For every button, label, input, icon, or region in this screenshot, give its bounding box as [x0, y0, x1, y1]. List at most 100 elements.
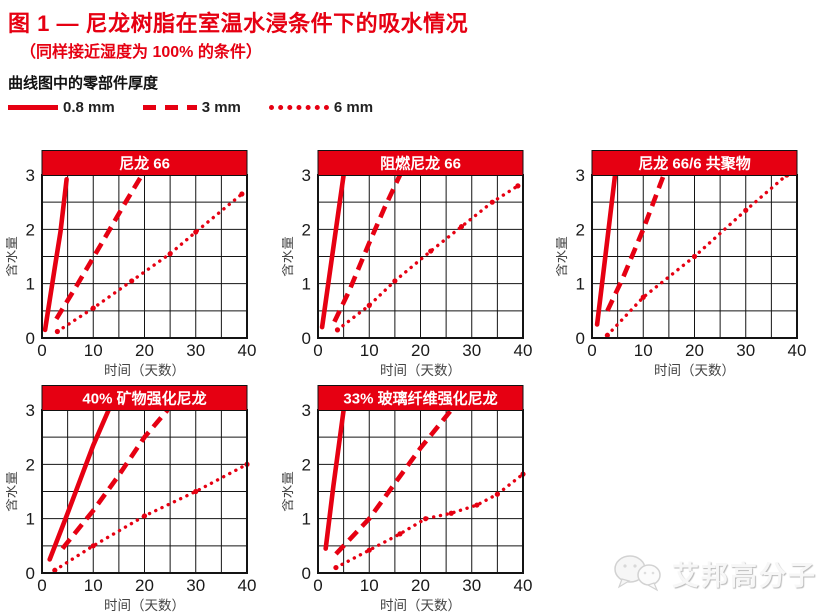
chart-panel: 阻燃尼龙 66 0 1 2 3 0 10 20 30 40 时间（天数） 含水量 [280, 150, 546, 380]
y-tick-label: 2 [302, 455, 311, 474]
y-tick-label: 0 [302, 329, 311, 348]
series-line-solid [47, 407, 111, 562]
x-tick-label: 10 [84, 576, 103, 595]
x-tick-label: 20 [135, 576, 154, 595]
x-tick-label: 40 [238, 341, 257, 360]
figure-title: 图 1 — 尼龙树脂在室温水浸条件下的吸水情况 [8, 11, 469, 36]
dotted-line-sample-icon [268, 104, 329, 110]
x-axis-label: 时间（天数） [104, 598, 185, 613]
dotted-marker [333, 564, 339, 571]
y-tick-label: 2 [576, 220, 585, 239]
x-tick-label: 30 [186, 576, 205, 595]
watermark: 艾邦高分子 [612, 552, 817, 594]
chart-title: 阻燃尼龙 66 [380, 155, 461, 173]
x-tick-label: 20 [685, 341, 704, 360]
dotted-marker [54, 328, 60, 335]
x-tick-label: 40 [514, 341, 533, 360]
x-tick-label: 10 [360, 576, 379, 595]
x-tick-label: 30 [462, 576, 481, 595]
dotted-marker [193, 229, 199, 235]
y-tick-label: 0 [576, 329, 585, 348]
grid-lines [42, 175, 247, 338]
legend-heading: 曲线图中的零部件厚度 [8, 75, 159, 92]
x-tick-label: 0 [37, 576, 46, 595]
x-tick-label: 0 [313, 576, 322, 595]
chart-panel: 33% 玻璃纤维强化尼龙 0 1 2 3 0 10 20 30 40 时间（天数） 含水量 [280, 385, 546, 614]
x-tick-label: 40 [788, 341, 807, 360]
x-tick-label: 10 [360, 341, 379, 360]
legend: 0.8 mm 3 mm 6 mm [8, 96, 401, 118]
y-tick-label: 1 [576, 275, 585, 294]
dotted-marker [366, 547, 372, 553]
y-tick-label: 1 [26, 275, 35, 294]
dotted-marker [474, 502, 480, 508]
solid-line-sample-icon [8, 104, 58, 110]
y-tick-label: 0 [302, 564, 311, 583]
x-tick-label: 10 [84, 341, 103, 360]
dotted-marker [90, 305, 96, 311]
y-tick-label: 3 [302, 166, 311, 185]
dotted-marker [448, 510, 454, 516]
y-axis-label: 含水量 [282, 236, 295, 277]
x-tick-label: 20 [135, 341, 154, 360]
y-tick-label: 0 [26, 329, 35, 348]
dotted-marker [428, 248, 434, 254]
x-axis-label: 时间（天数） [104, 363, 185, 378]
y-axis-label: 含水量 [6, 471, 19, 512]
dotted-marker [239, 191, 245, 197]
y-tick-label: 0 [26, 564, 35, 583]
series-line-solid [319, 172, 346, 330]
series-line-dashed [54, 173, 144, 321]
series-line-dashed [332, 174, 403, 323]
y-tick-label: 3 [26, 166, 35, 185]
dotted-marker [392, 278, 398, 284]
chart-panel: 40% 矿物强化尼龙 0 1 2 3 0 10 20 30 40 时间（天数） 含水量 [4, 385, 270, 614]
x-tick-label: 0 [37, 341, 46, 360]
legend-label: 0.8 mm [63, 98, 115, 116]
chart-title-bar [591, 150, 798, 176]
legend-label: 3 mm [201, 98, 241, 116]
chart-title: 40% 矿物强化尼龙 [82, 390, 206, 408]
dotted-marker [90, 543, 96, 549]
dashed-line-sample-icon [142, 104, 197, 110]
dotted-marker [52, 567, 58, 573]
chart-panel: 尼龙 66/6 共聚物 0 1 2 3 0 10 20 30 40 时间（天数） 含水量 [554, 150, 820, 380]
x-tick-label: 30 [736, 341, 755, 360]
legend-label: 6 mm [333, 98, 374, 116]
chart-title: 尼龙 66/6 共聚物 [638, 155, 751, 173]
dotted-marker [691, 253, 698, 260]
dotted-marker [515, 183, 521, 189]
x-tick-label: 30 [186, 341, 205, 360]
dotted-marker [397, 531, 403, 537]
y-tick-label: 3 [26, 401, 35, 420]
legend-item-dotted: 6 mm [268, 98, 374, 116]
chart-title: 33% 玻璃纤维强化尼龙 [343, 390, 497, 408]
series-line-dotted [53, 462, 249, 572]
grid-lines [318, 175, 523, 338]
series-line-dashed [334, 408, 454, 556]
y-tick-label: 2 [26, 220, 35, 239]
legend-item-solid: 0.8 mm [8, 99, 115, 116]
x-axis-label: 时间（天数） [380, 598, 461, 613]
dotted-marker [743, 207, 749, 213]
chart-title-bar [317, 150, 524, 176]
dotted-marker [640, 294, 646, 300]
y-tick-label: 3 [576, 166, 585, 185]
series-line-solid [42, 177, 69, 333]
x-axis-label: 时间（天数） [654, 363, 735, 378]
dotted-marker [141, 513, 148, 519]
y-axis-label: 含水量 [6, 236, 19, 277]
dotted-marker [604, 332, 610, 338]
chart-title-bar [41, 150, 248, 176]
y-tick-label: 1 [26, 510, 35, 529]
y-tick-label: 2 [302, 220, 311, 239]
y-tick-label: 1 [302, 510, 311, 529]
grid-lines [592, 175, 797, 338]
x-tick-label: 0 [313, 341, 322, 360]
dotted-marker [129, 278, 135, 284]
y-tick-label: 1 [302, 275, 311, 294]
